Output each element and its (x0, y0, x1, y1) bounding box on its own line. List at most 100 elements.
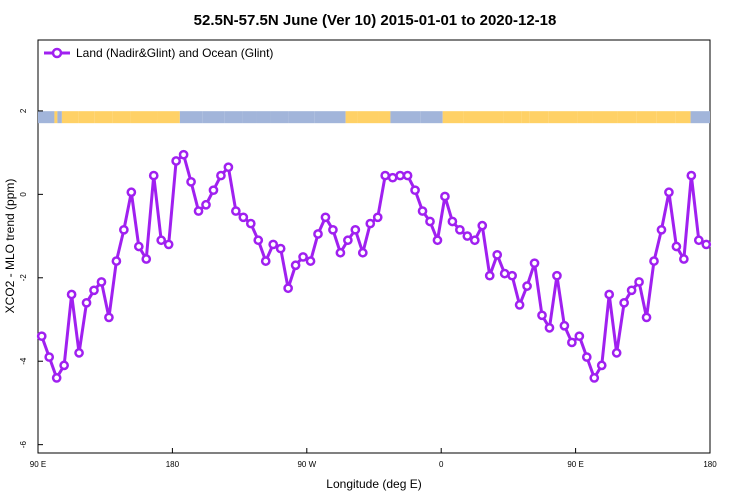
data-point (447, 216, 458, 227)
data-point (574, 331, 585, 342)
legend-label: Land (Nadir&Glint) and Ocean (Glint) (76, 46, 273, 60)
data-point (343, 235, 353, 246)
data-point (141, 254, 152, 264)
strip-segment-land (592, 111, 618, 124)
data-point (380, 170, 391, 181)
strip-segment-ocean (38, 111, 55, 124)
data-point (216, 170, 226, 181)
strip-segment-land (675, 111, 691, 124)
data-point (656, 224, 667, 235)
data-point (410, 185, 420, 196)
data-point (611, 348, 622, 358)
data-point (559, 320, 570, 331)
x-tick-label: 180 (166, 460, 180, 469)
chart-title: 52.5N-57.5N June (Ver 10) 2015-01-01 to … (194, 12, 557, 29)
data-point (365, 218, 376, 229)
data-point (455, 224, 465, 235)
data-point (417, 206, 428, 216)
data-point (686, 170, 697, 181)
data-point (201, 199, 211, 210)
y-tick-label: -6 (19, 441, 28, 449)
strip-segment-ocean (242, 111, 257, 124)
strip-segment-ocean (690, 111, 710, 124)
data-point (432, 235, 443, 246)
data-point (231, 206, 241, 216)
x-tick-label: 180 (703, 460, 717, 469)
strip-segment-land (61, 111, 79, 124)
data-point (484, 270, 495, 281)
data-point (156, 235, 167, 246)
data-point (402, 170, 413, 181)
data-point (298, 252, 308, 262)
x-axis-label: Longitude (deg E) (326, 477, 421, 491)
data-point (245, 218, 256, 229)
data-point (89, 285, 99, 296)
data-point (335, 247, 346, 258)
data-point (111, 256, 122, 266)
strip-segment-land (521, 111, 530, 124)
y-tick-label: -4 (19, 357, 28, 365)
data-point (328, 224, 338, 235)
data-point (701, 239, 712, 250)
strip-segment-ocean (256, 111, 271, 124)
strip-segment-land (378, 111, 391, 124)
data-point (462, 231, 473, 241)
data-point (529, 258, 540, 269)
data-point (66, 289, 77, 300)
data-point (649, 256, 659, 266)
data-point (305, 256, 316, 266)
data-point (604, 289, 615, 300)
data-point (469, 235, 480, 246)
data-point (477, 220, 488, 231)
strip-segment-land (617, 111, 637, 124)
data-point (253, 235, 264, 246)
data-point (178, 149, 189, 160)
data-point (596, 360, 607, 371)
strip-segment-land (463, 111, 486, 124)
data-point (96, 277, 107, 287)
data-point (619, 297, 629, 308)
data-point (552, 270, 562, 281)
strip-segment-ocean (288, 111, 315, 124)
strip-segment-land (503, 111, 522, 124)
data-point (387, 172, 398, 183)
y-tick-label: 2 (19, 108, 28, 113)
data-point (268, 239, 279, 250)
strip-segment-ocean (57, 111, 62, 124)
data-point (664, 187, 674, 198)
strip-segment-ocean (390, 111, 421, 124)
data-point (634, 277, 644, 287)
strip-segment-ocean (314, 111, 346, 124)
data-point (74, 348, 84, 358)
strip-segment-land (577, 111, 593, 124)
data-point (507, 270, 517, 281)
series-layer (36, 149, 712, 383)
y-axis-label: XCO2 - MLO trend (ppm) (3, 179, 17, 314)
legend-marker (51, 47, 63, 59)
y-tick-label: -2 (19, 274, 28, 282)
strip-segment-land (636, 111, 657, 124)
strip-segment-land (345, 111, 358, 124)
strip-segment-land (486, 111, 504, 124)
data-point (492, 249, 503, 260)
strip-segment-ocean (224, 111, 243, 124)
data-point (514, 300, 525, 310)
data-point (163, 239, 174, 250)
data-point (81, 297, 92, 308)
strip-segment-land (442, 111, 464, 124)
data-point (119, 224, 129, 235)
data-point (671, 241, 682, 252)
strip-segment-land (130, 111, 158, 124)
data-point (440, 191, 450, 202)
axes: 90 E 180 90 W 0 90 E 180 2 0 -2 -4 -6 (19, 108, 717, 469)
data-point (357, 247, 368, 258)
data-point (679, 254, 689, 264)
data-point (581, 352, 592, 362)
data-point (290, 260, 301, 271)
data-point (275, 243, 286, 254)
data-point (522, 281, 532, 291)
data-point (425, 216, 435, 227)
strip-segment-land (548, 111, 578, 124)
data-point (104, 312, 114, 323)
